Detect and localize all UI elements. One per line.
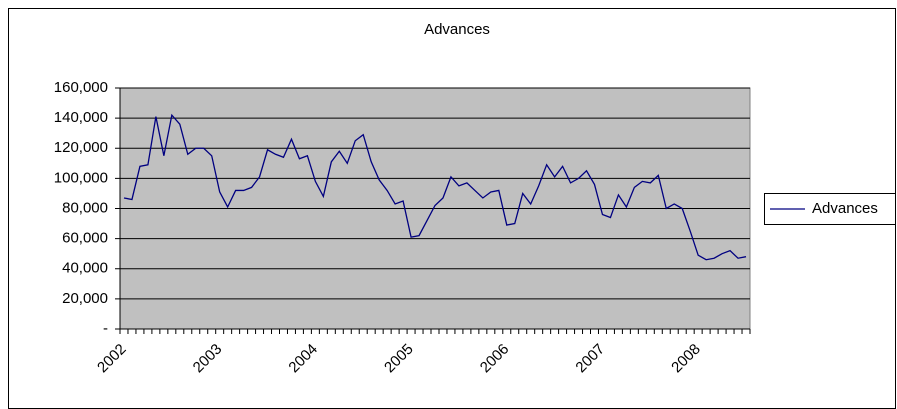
legend-label: Advances (812, 200, 878, 217)
y-tick-label: 20,000 (62, 290, 108, 307)
y-tick-label: 100,000 (54, 169, 108, 186)
y-tick-label: 60,000 (62, 230, 108, 247)
chart-title: Advances (424, 21, 490, 38)
y-tick-label: 40,000 (62, 260, 108, 277)
y-tick-label: 160,000 (54, 79, 108, 96)
y-tick-label: 140,000 (54, 109, 108, 126)
y-tick-label: 80,000 (62, 199, 108, 216)
data-line (123, 113, 747, 261)
y-tick-label: - (103, 320, 108, 337)
y-tick-label: 120,000 (54, 139, 108, 156)
